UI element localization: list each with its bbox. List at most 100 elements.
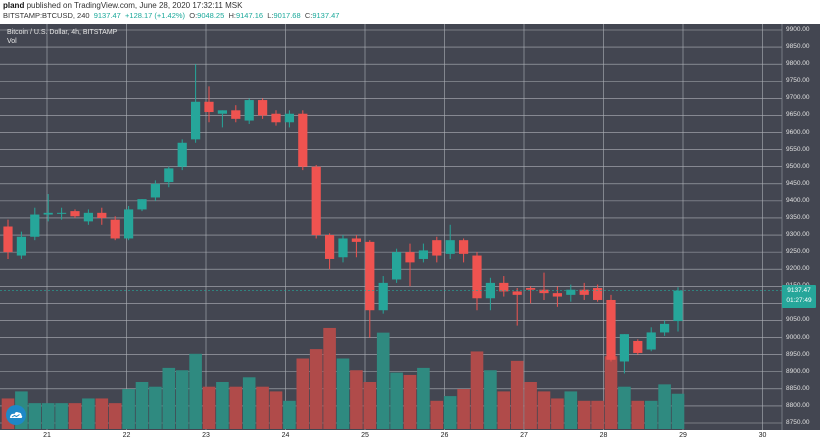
candle-body xyxy=(646,332,656,350)
candle-body xyxy=(673,290,683,322)
volume-bar xyxy=(242,377,256,429)
candle xyxy=(472,252,482,311)
candle-body xyxy=(566,289,576,295)
volume-bar xyxy=(336,358,350,429)
candle xyxy=(579,282,589,300)
volume-bar xyxy=(443,396,457,429)
candle-body xyxy=(338,238,348,258)
volume-bar xyxy=(497,391,511,429)
price-tick-label: 9250.00 xyxy=(786,248,810,256)
candle xyxy=(137,199,147,212)
candle-body xyxy=(244,100,254,121)
candle xyxy=(325,233,335,270)
volume-bar xyxy=(510,360,524,429)
candle-body xyxy=(485,282,495,299)
volume-bar xyxy=(229,386,243,429)
candle xyxy=(70,209,80,218)
time-tick-label: 30 xyxy=(758,432,767,439)
volume-bar xyxy=(551,398,564,429)
publisher-name[interactable]: pland xyxy=(3,1,25,10)
candle-body xyxy=(204,101,214,113)
volume-bar xyxy=(350,370,363,429)
price-tick-label: 8750.00 xyxy=(786,419,810,426)
candle xyxy=(164,166,174,188)
time-tick-label: 28 xyxy=(599,432,608,439)
volume-bar xyxy=(135,382,149,429)
candle xyxy=(191,64,201,143)
time-axis[interactable] xyxy=(0,430,820,446)
time-tick-label: 29 xyxy=(679,432,687,439)
candle xyxy=(231,105,241,123)
candle-body xyxy=(606,299,616,360)
candle xyxy=(673,287,683,332)
close-value: 9137.47 xyxy=(312,11,340,20)
candle-body xyxy=(43,212,53,215)
candle xyxy=(432,236,442,263)
volume-bar xyxy=(202,386,216,429)
candle xyxy=(445,224,455,259)
volume-label: Vol xyxy=(7,38,17,45)
candle-body xyxy=(365,241,375,311)
candle-body xyxy=(298,113,308,167)
volume-bar xyxy=(524,382,537,429)
price-tick-label: 8900.00 xyxy=(786,367,810,375)
candle-body xyxy=(258,100,268,116)
volume-bar xyxy=(269,391,283,429)
price-tick-label: 9400.00 xyxy=(786,196,810,204)
candle xyxy=(124,205,134,241)
price-tick-label: 9700.00 xyxy=(786,94,810,102)
volume-bar xyxy=(108,403,122,429)
high-value: 9147.16 xyxy=(235,11,264,20)
last-price: 9137.47 xyxy=(93,11,121,20)
volume-bar xyxy=(149,386,162,429)
candle xyxy=(593,284,603,302)
volume-bar xyxy=(403,374,417,429)
candle-body xyxy=(191,101,201,140)
volume-bar xyxy=(363,382,377,429)
price-chart[interactable] xyxy=(0,24,820,430)
candle xyxy=(459,238,469,263)
volume-bar xyxy=(618,386,631,429)
volume-bar xyxy=(55,403,68,429)
price-tick-label: 9650.00 xyxy=(786,111,810,119)
volume-bar xyxy=(537,391,551,429)
time-tick-label: 27 xyxy=(520,432,528,439)
price-tick-label: 9300.00 xyxy=(786,231,810,239)
candle xyxy=(566,284,576,302)
candle-body xyxy=(271,113,281,123)
volume-bar xyxy=(216,382,229,429)
price-tick-label: 9600.00 xyxy=(786,128,810,136)
candle xyxy=(378,276,388,314)
high-label: H: xyxy=(228,11,236,20)
candle-body xyxy=(579,289,589,295)
price-tick-label: 9550.00 xyxy=(786,145,810,153)
volume-bar xyxy=(175,370,189,429)
candle xyxy=(110,216,120,241)
candle-body xyxy=(16,236,26,256)
candle xyxy=(244,98,254,124)
candle-body xyxy=(378,282,388,311)
volume-bar xyxy=(644,400,658,429)
low-value: 9017.68 xyxy=(273,11,301,20)
candle xyxy=(392,248,402,283)
candle-body xyxy=(177,142,187,167)
price-tick-label: 9850.00 xyxy=(786,43,810,51)
candle xyxy=(177,139,187,171)
candle xyxy=(606,294,616,362)
close-label: C: xyxy=(304,11,313,20)
candle-body xyxy=(459,240,469,254)
candle-body xyxy=(472,255,482,299)
volume-bar xyxy=(671,393,685,429)
candle xyxy=(338,235,348,263)
volume-bar xyxy=(68,403,82,429)
candle xyxy=(204,86,214,123)
symbol-label: BITSTAMP:BTCUSD, 240 xyxy=(3,11,90,20)
time-tick-label: 23 xyxy=(202,432,210,439)
candle xyxy=(298,110,308,171)
candle-body xyxy=(405,252,415,263)
price-tick-label: 9750.00 xyxy=(786,77,810,85)
candle-body xyxy=(499,282,509,292)
price-tick-label: 8950.00 xyxy=(786,350,810,358)
candle-body xyxy=(164,168,174,183)
volume-bar xyxy=(41,403,55,429)
